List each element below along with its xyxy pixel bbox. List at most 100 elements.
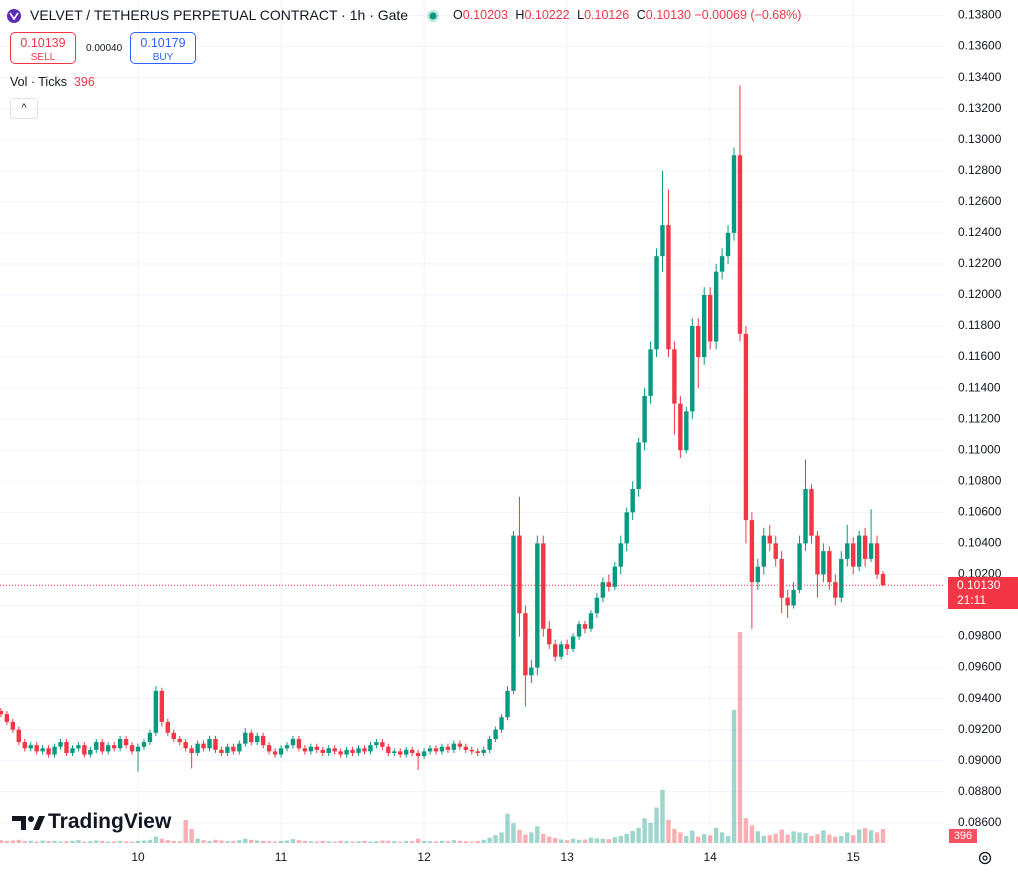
x-tick-label: 12: [417, 850, 431, 864]
volume-bar: [791, 831, 796, 843]
candle-body: [839, 558, 844, 598]
tv-logo: [12, 816, 45, 830]
volume-bar: [255, 840, 260, 843]
candle-body: [302, 748, 308, 752]
volume-bar: [731, 709, 737, 843]
ohlc-key: H: [515, 8, 525, 22]
last-price-box: 0.10130 21:11: [948, 577, 1018, 610]
candle-body: [195, 743, 200, 753]
volume-bar: [672, 828, 677, 843]
volume-bar: [195, 838, 200, 843]
collapse-button[interactable]: ^: [10, 98, 38, 119]
volume-bar: [821, 830, 826, 843]
volume-bar: [344, 841, 349, 843]
candle-body: [64, 742, 69, 753]
candle-body: [558, 644, 564, 657]
candle-body: [469, 749, 474, 752]
candle-body: [749, 520, 755, 583]
spread: 0.00040: [86, 43, 123, 54]
x-tick-label: 14: [703, 850, 717, 864]
candle-body: [284, 745, 290, 749]
volume-bar: [284, 840, 290, 843]
volume-bar: [529, 832, 534, 843]
volume-bar: [761, 835, 766, 843]
x-tick-label: 13: [560, 850, 574, 864]
buy-label[interactable]: BUY: [152, 52, 174, 63]
volume-bar: [612, 837, 617, 843]
volume-bar: [785, 834, 790, 843]
y-tick-label: 0.08600: [958, 815, 1002, 829]
grid: [0, 0, 945, 843]
sell-price[interactable]: 0.10139: [20, 36, 66, 50]
ohlc-key: L: [577, 8, 585, 22]
ohlc-value: 0.10126: [584, 8, 630, 22]
candle-body: [630, 489, 635, 513]
volume-bar: [719, 832, 725, 843]
volume-bar: [564, 840, 570, 843]
candle-body: [612, 566, 617, 587]
candle-body: [582, 624, 588, 629]
candle-body: [880, 573, 886, 586]
volume-bar: [463, 841, 468, 843]
volume-bar: [362, 840, 367, 843]
candle-body: [153, 690, 159, 733]
volume-bar: [52, 840, 57, 843]
candle-body: [326, 748, 331, 753]
volume-bar: [868, 830, 874, 843]
volume-bar: [558, 839, 564, 843]
volume-bar: [16, 839, 21, 843]
volume-bar: [707, 835, 713, 843]
volume-bar: [773, 833, 778, 843]
candle-body: [308, 746, 314, 752]
symbol-logo-mark: [9, 12, 19, 21]
y-tick-label: 0.10800: [958, 473, 1002, 487]
candle-body: [290, 738, 296, 746]
candle-body: [696, 326, 701, 358]
buy-button[interactable]: 0.10179 BUY: [130, 32, 196, 64]
sell-label[interactable]: SELL: [30, 52, 56, 63]
candle-body: [272, 751, 278, 755]
gear[interactable]: [978, 851, 992, 865]
candle-body: [463, 746, 468, 750]
candle-body: [487, 738, 492, 750]
settings-icon[interactable]: [978, 851, 992, 865]
volume-bar: [862, 828, 868, 843]
market-status: [429, 12, 437, 20]
volume-bar: [82, 841, 87, 843]
candle-body: [755, 566, 761, 583]
y-tick-label: 0.13200: [958, 101, 1002, 115]
candle-body: [648, 349, 653, 396]
volume-bar: [243, 838, 248, 843]
volume-bar: [356, 841, 361, 843]
volume-bar: [374, 841, 379, 843]
candle-body: [797, 543, 802, 590]
sell-button[interactable]: 0.10139 SELL: [10, 32, 76, 64]
candle-body: [523, 613, 528, 676]
candle-body: [678, 403, 683, 451]
volume-indicator: Vol · Ticks 396: [10, 75, 95, 89]
candle-body: [356, 748, 361, 753]
ohlc-value: 0.10222: [524, 8, 570, 22]
y-tick-label: 0.12200: [958, 256, 1002, 270]
candle-body: [618, 543, 623, 567]
y-tick-label: 0.11200: [958, 411, 1001, 425]
volume-bar: [4, 840, 10, 843]
y-tick-label: 0.09800: [958, 629, 1002, 643]
volume-bar: [135, 840, 141, 843]
candle-body: [201, 743, 206, 749]
y-tick-label: 0.13000: [958, 132, 1002, 146]
candle-body: [666, 225, 671, 350]
candle-body: [547, 628, 552, 645]
indicator-name: Vol · Ticks: [10, 75, 67, 89]
gear-center[interactable]: [982, 855, 988, 861]
ohlc-legend: O0.10203 H0.10222 L0.10126 C0.10130 −0.0…: [449, 8, 801, 22]
candle-body: [123, 738, 129, 746]
volume-bar: [22, 841, 27, 843]
buy-price[interactable]: 0.10179: [140, 36, 186, 50]
y-tick-label: 0.12000: [958, 287, 1002, 301]
volume-bar: [457, 840, 463, 843]
candle-body: [398, 751, 403, 755]
y-tick-label: 0.11000: [958, 442, 1001, 456]
volume-bar: [469, 841, 474, 843]
candle-body: [159, 690, 165, 722]
